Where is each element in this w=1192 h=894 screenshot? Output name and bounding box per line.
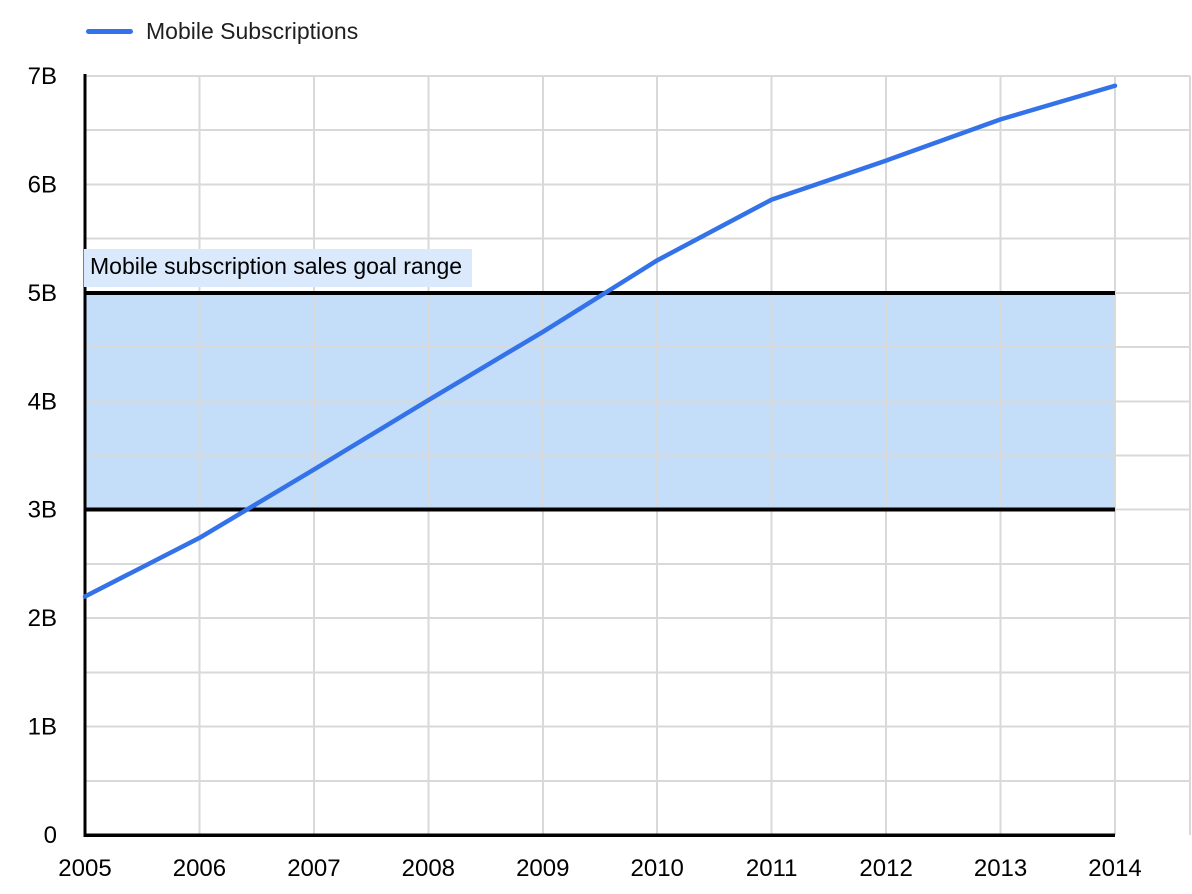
- x-tick-label: 2008: [402, 855, 455, 882]
- y-tick-label: 6B: [28, 171, 57, 198]
- y-tick-label: 3B: [28, 497, 57, 524]
- x-tick-label: 2009: [516, 855, 569, 882]
- y-tick-label: 5B: [28, 280, 57, 307]
- x-tick-label: 2010: [631, 855, 684, 882]
- y-tick-label: 4B: [28, 388, 57, 415]
- goal-band-label: Mobile subscription sales goal range: [84, 249, 473, 287]
- x-tick-label: 2007: [287, 855, 340, 882]
- y-tick-label: 0: [44, 822, 57, 849]
- x-tick-label: 2011: [746, 855, 798, 882]
- y-tick-label: 7B: [28, 63, 57, 90]
- y-tick-label: 2B: [28, 605, 57, 632]
- x-tick-label: 2005: [58, 855, 111, 882]
- x-tick-label: 2013: [974, 855, 1027, 882]
- legend: Mobile Subscriptions: [86, 18, 358, 45]
- x-tick-label: 2014: [1088, 855, 1141, 882]
- x-tick-label: 2006: [173, 855, 226, 882]
- series-line-mobile-subscriptions: [82, 83, 1118, 599]
- x-tick-label: 2012: [859, 855, 912, 882]
- y-tick-label: 1B: [28, 714, 57, 741]
- legend-label: Mobile Subscriptions: [146, 18, 359, 44]
- legend-line-swatch: [86, 29, 133, 34]
